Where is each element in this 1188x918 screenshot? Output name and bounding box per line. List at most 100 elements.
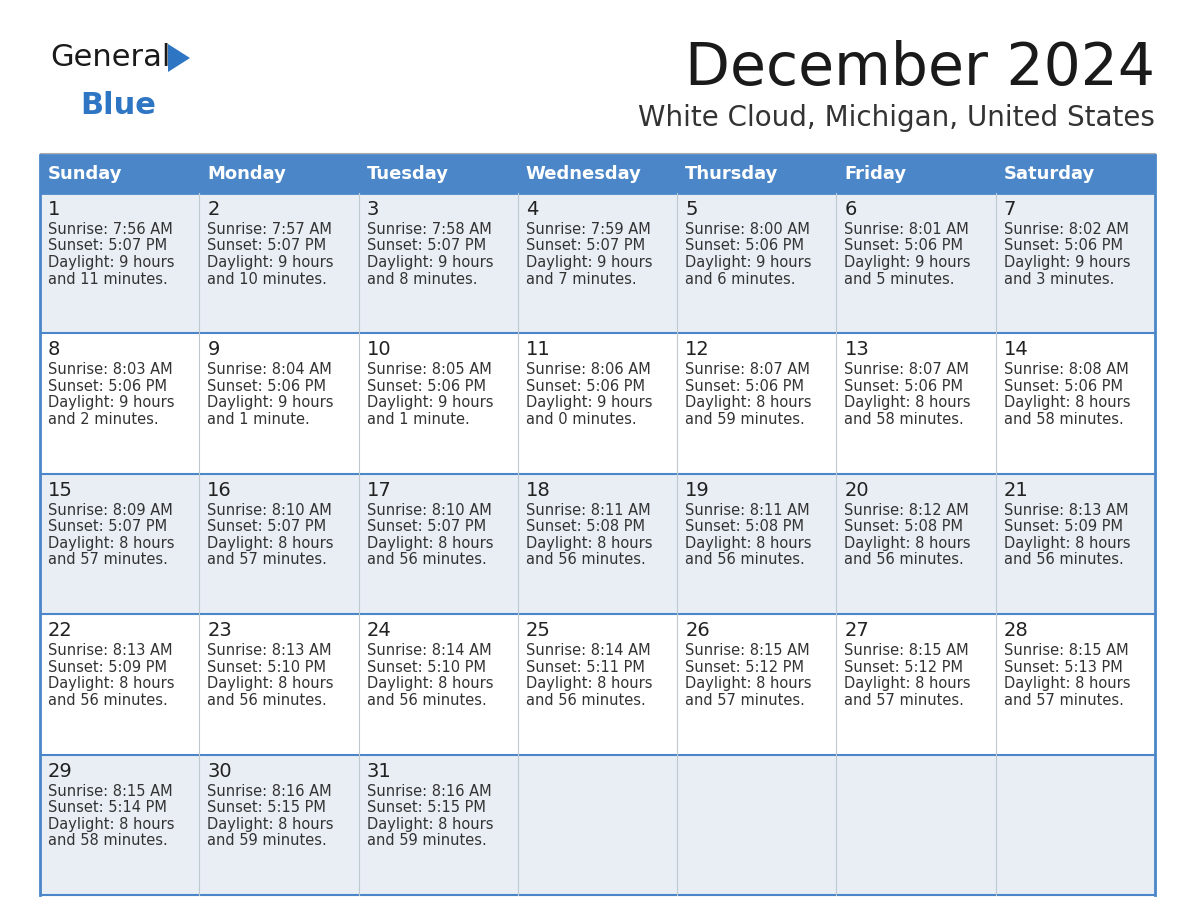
Text: Sunrise: 8:14 AM: Sunrise: 8:14 AM [367, 644, 491, 658]
Text: Daylight: 9 hours: Daylight: 9 hours [526, 396, 652, 410]
Text: and 3 minutes.: and 3 minutes. [1004, 272, 1114, 286]
Text: 26: 26 [685, 621, 710, 640]
Text: 5: 5 [685, 200, 697, 219]
Text: Sunset: 5:06 PM: Sunset: 5:06 PM [526, 379, 645, 394]
Text: Sunrise: 8:00 AM: Sunrise: 8:00 AM [685, 222, 810, 237]
Text: Sunrise: 8:03 AM: Sunrise: 8:03 AM [48, 363, 172, 377]
Text: Sunrise: 8:11 AM: Sunrise: 8:11 AM [685, 503, 810, 518]
Text: 24: 24 [367, 621, 391, 640]
Text: Daylight: 9 hours: Daylight: 9 hours [48, 255, 175, 270]
Text: Friday: Friday [845, 165, 906, 183]
Text: 28: 28 [1004, 621, 1029, 640]
Text: Sunset: 5:06 PM: Sunset: 5:06 PM [1004, 239, 1123, 253]
Text: Daylight: 9 hours: Daylight: 9 hours [48, 396, 175, 410]
Text: Daylight: 8 hours: Daylight: 8 hours [685, 536, 811, 551]
Text: and 57 minutes.: and 57 minutes. [845, 693, 965, 708]
Text: 18: 18 [526, 481, 550, 499]
Text: and 57 minutes.: and 57 minutes. [685, 693, 805, 708]
Text: Sunrise: 8:06 AM: Sunrise: 8:06 AM [526, 363, 651, 377]
Text: 19: 19 [685, 481, 710, 499]
Text: Sunrise: 8:15 AM: Sunrise: 8:15 AM [1004, 644, 1129, 658]
Text: Sunset: 5:07 PM: Sunset: 5:07 PM [207, 520, 327, 534]
Text: and 56 minutes.: and 56 minutes. [367, 693, 486, 708]
Text: Sunset: 5:14 PM: Sunset: 5:14 PM [48, 800, 166, 815]
Text: and 7 minutes.: and 7 minutes. [526, 272, 637, 286]
Text: Sunset: 5:07 PM: Sunset: 5:07 PM [207, 239, 327, 253]
Text: Sunrise: 8:07 AM: Sunrise: 8:07 AM [685, 363, 810, 377]
Text: and 57 minutes.: and 57 minutes. [207, 553, 327, 567]
Text: and 11 minutes.: and 11 minutes. [48, 272, 168, 286]
Bar [40, 755, 1155, 895]
Text: and 56 minutes.: and 56 minutes. [207, 693, 327, 708]
Text: and 58 minutes.: and 58 minutes. [48, 834, 168, 848]
Text: Sunset: 5:10 PM: Sunset: 5:10 PM [207, 660, 327, 675]
Text: Daylight: 9 hours: Daylight: 9 hours [207, 255, 334, 270]
Text: and 58 minutes.: and 58 minutes. [1004, 412, 1124, 427]
Text: 2: 2 [207, 200, 220, 219]
Text: 7: 7 [1004, 200, 1016, 219]
Bar [40, 474, 1155, 614]
Text: Daylight: 8 hours: Daylight: 8 hours [48, 677, 175, 691]
Text: Sunset: 5:08 PM: Sunset: 5:08 PM [685, 520, 804, 534]
Polygon shape [168, 44, 190, 72]
Text: Daylight: 8 hours: Daylight: 8 hours [526, 677, 652, 691]
Text: Daylight: 8 hours: Daylight: 8 hours [367, 677, 493, 691]
Text: Sunrise: 8:10 AM: Sunrise: 8:10 AM [207, 503, 331, 518]
Text: Daylight: 8 hours: Daylight: 8 hours [207, 817, 334, 832]
Text: 31: 31 [367, 762, 391, 780]
Text: and 56 minutes.: and 56 minutes. [685, 553, 805, 567]
Text: Daylight: 8 hours: Daylight: 8 hours [48, 536, 175, 551]
Text: and 59 minutes.: and 59 minutes. [685, 412, 805, 427]
Text: Sunset: 5:13 PM: Sunset: 5:13 PM [1004, 660, 1123, 675]
Text: Sunday: Sunday [48, 165, 122, 183]
Text: 14: 14 [1004, 341, 1029, 360]
Text: 6: 6 [845, 200, 857, 219]
Text: Daylight: 8 hours: Daylight: 8 hours [1004, 396, 1130, 410]
Text: 22: 22 [48, 621, 72, 640]
Text: Tuesday: Tuesday [367, 165, 449, 183]
Text: Daylight: 9 hours: Daylight: 9 hours [845, 255, 971, 270]
Text: and 58 minutes.: and 58 minutes. [845, 412, 965, 427]
Text: Daylight: 8 hours: Daylight: 8 hours [685, 396, 811, 410]
Text: Sunrise: 8:04 AM: Sunrise: 8:04 AM [207, 363, 331, 377]
Text: Sunrise: 8:13 AM: Sunrise: 8:13 AM [1004, 503, 1129, 518]
Text: and 1 minute.: and 1 minute. [367, 412, 469, 427]
Bar [359, 155, 518, 193]
Text: Sunset: 5:10 PM: Sunset: 5:10 PM [367, 660, 486, 675]
Bar [200, 155, 359, 193]
Text: and 10 minutes.: and 10 minutes. [207, 272, 327, 286]
Text: Sunrise: 8:09 AM: Sunrise: 8:09 AM [48, 503, 172, 518]
Text: 11: 11 [526, 341, 550, 360]
Text: Daylight: 8 hours: Daylight: 8 hours [685, 677, 811, 691]
Text: Daylight: 9 hours: Daylight: 9 hours [367, 396, 493, 410]
Text: 17: 17 [367, 481, 391, 499]
Text: Sunset: 5:09 PM: Sunset: 5:09 PM [1004, 520, 1123, 534]
Text: and 56 minutes.: and 56 minutes. [526, 693, 645, 708]
Text: Sunrise: 8:02 AM: Sunrise: 8:02 AM [1004, 222, 1129, 237]
Bar [677, 155, 836, 193]
Text: and 57 minutes.: and 57 minutes. [48, 553, 168, 567]
Bar [40, 193, 1155, 333]
Text: 16: 16 [207, 481, 232, 499]
Text: Wednesday: Wednesday [526, 165, 642, 183]
Text: 12: 12 [685, 341, 710, 360]
Text: 13: 13 [845, 341, 870, 360]
Text: and 56 minutes.: and 56 minutes. [48, 693, 168, 708]
Text: and 8 minutes.: and 8 minutes. [367, 272, 478, 286]
Text: Daylight: 9 hours: Daylight: 9 hours [526, 255, 652, 270]
Text: Sunset: 5:06 PM: Sunset: 5:06 PM [367, 379, 486, 394]
Text: Sunrise: 8:15 AM: Sunrise: 8:15 AM [845, 644, 969, 658]
Text: 3: 3 [367, 200, 379, 219]
Text: 23: 23 [207, 621, 232, 640]
Text: Sunrise: 7:58 AM: Sunrise: 7:58 AM [367, 222, 492, 237]
Text: Sunset: 5:06 PM: Sunset: 5:06 PM [207, 379, 327, 394]
Text: Sunset: 5:07 PM: Sunset: 5:07 PM [48, 239, 168, 253]
Text: Daylight: 8 hours: Daylight: 8 hours [845, 677, 971, 691]
Bar [996, 155, 1155, 193]
Text: Sunrise: 7:56 AM: Sunrise: 7:56 AM [48, 222, 172, 237]
Text: Sunrise: 8:13 AM: Sunrise: 8:13 AM [48, 644, 172, 658]
Text: Sunrise: 8:05 AM: Sunrise: 8:05 AM [367, 363, 492, 377]
Bar [40, 333, 1155, 474]
Text: Sunset: 5:06 PM: Sunset: 5:06 PM [1004, 379, 1123, 394]
Text: White Cloud, Michigan, United States: White Cloud, Michigan, United States [638, 104, 1155, 132]
